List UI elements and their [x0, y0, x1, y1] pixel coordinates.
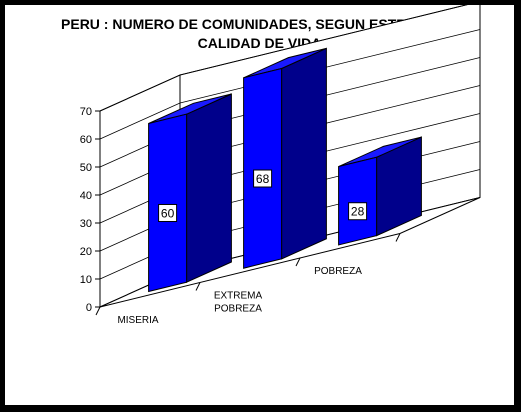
data-label: 68: [256, 172, 270, 186]
y-tick-label: 20: [80, 246, 92, 258]
bar-front: [243, 67, 283, 269]
bar-front: [148, 113, 188, 293]
gridline: [99, 5, 468, 112]
chart-area: PERU : NUMERO DE COMUNIDADES, SEGUN ESTR…: [5, 5, 514, 405]
x-tick-mark: [295, 257, 301, 267]
y-tick-label: 30: [80, 218, 92, 230]
x-tick-mark: [395, 233, 401, 242]
category-label: POBREZA: [314, 266, 362, 277]
data-label: 28: [351, 205, 365, 219]
y-tick-label: 60: [80, 134, 92, 146]
y-tick-label: 50: [80, 162, 92, 174]
data-label-box: [158, 203, 178, 222]
data-label-box: [253, 169, 273, 188]
bar-2: [243, 47, 327, 269]
x-tick-mark: [95, 306, 101, 316]
gridline: [99, 29, 481, 140]
chart-title: PERU : NUMERO DE COMUNIDADES, SEGUN ESTR…: [5, 15, 514, 53]
category-label: POBREZA: [214, 303, 262, 314]
category-label: EXTREMA: [214, 290, 263, 301]
y-tick-label: 10: [80, 274, 92, 286]
bar-side: [186, 93, 232, 283]
category-label: MISERIA: [117, 315, 158, 326]
bar-side: [281, 47, 327, 260]
labels: 0 10 20 30 40 50 60 70 60 MISERIA 68 EXTREMA POBREZA…: [80, 106, 368, 326]
y-tick-label: 0: [86, 302, 92, 314]
bar-front: [338, 156, 378, 246]
plot-area: 0 10 20 30 40 50 60 70 60 MISERIA 68 EXTREMA POBREZA…: [80, 5, 481, 326]
chart-title-line-1: PERU : NUMERO DE COMUNIDADES, SEGUN ESTR…: [61, 16, 458, 32]
y-tick-label: 70: [80, 106, 92, 118]
bar-1: [148, 93, 232, 293]
chart-title-line-2: CALIDAD DE VIDA: [197, 35, 322, 51]
y-tick-label: 40: [80, 190, 92, 202]
bar-3: [338, 136, 422, 246]
axes: [95, 110, 401, 316]
data-label: 60: [161, 206, 175, 220]
x-tick-mark: [195, 282, 201, 291]
data-label-box: [348, 202, 368, 221]
bars: [148, 47, 422, 293]
